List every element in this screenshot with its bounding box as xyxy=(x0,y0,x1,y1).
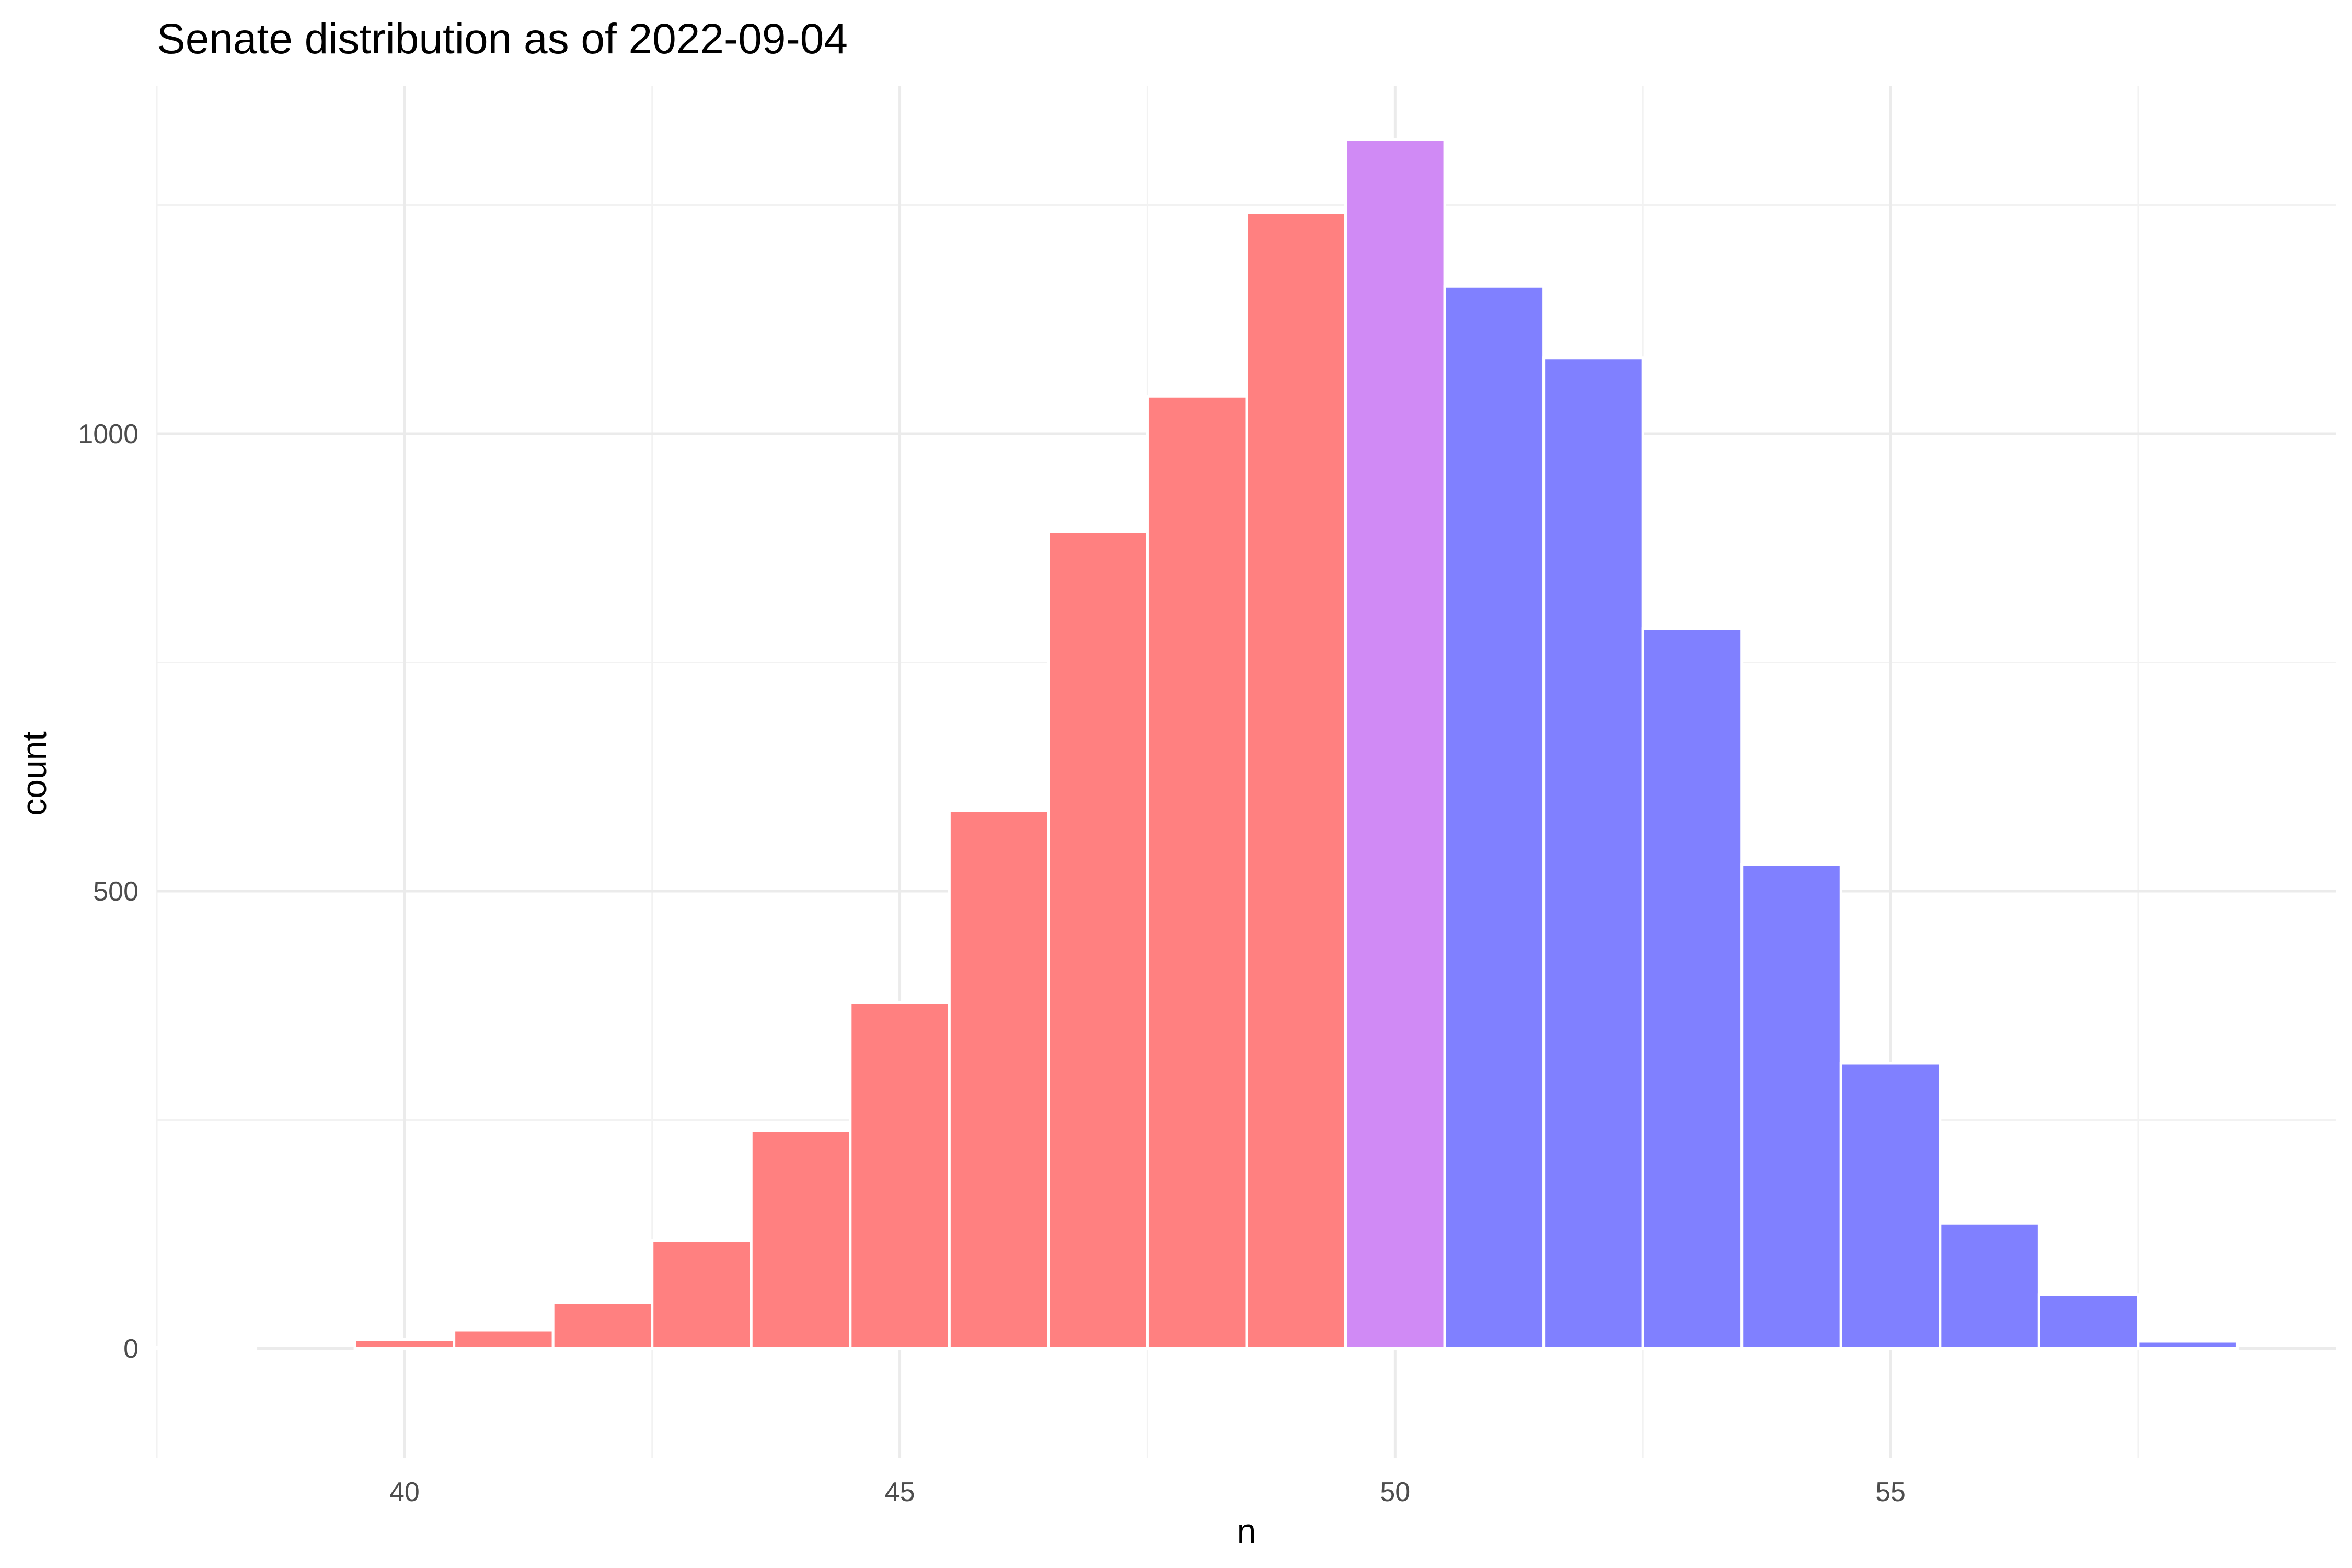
bar-n-42 xyxy=(551,1301,654,1350)
bar-n-45 xyxy=(849,1001,951,1350)
y-tick-label-0: 0 xyxy=(123,1334,139,1364)
bar-n-41 xyxy=(453,1329,555,1350)
x-tick-label-50: 50 xyxy=(1380,1477,1410,1507)
bar-n-53 xyxy=(1641,627,1744,1350)
bar-n-56 xyxy=(1939,1221,2040,1350)
x-axis-ticks: 40 45 50 55 xyxy=(389,1477,1906,1507)
bar-n-43 xyxy=(651,1239,753,1350)
bars xyxy=(155,138,2239,1350)
y-tick-label-1000: 1000 xyxy=(78,419,139,449)
chart-title: Senate distribution as of 2022-09-04 xyxy=(157,15,848,63)
bar-n-40 xyxy=(353,1338,456,1350)
bar-n-44 xyxy=(750,1129,852,1350)
bar-n-47 xyxy=(1047,530,1149,1350)
bar-n-46 xyxy=(948,809,1050,1350)
y-tick-label-500: 500 xyxy=(93,877,139,907)
bar-n-51 xyxy=(1443,285,1546,1350)
x-tick-label-40: 40 xyxy=(389,1477,420,1507)
bar-n-49 xyxy=(1245,211,1347,1350)
bar-n-52 xyxy=(1542,356,1644,1350)
y-axis-title: count xyxy=(15,731,53,815)
x-tick-label-45: 45 xyxy=(885,1477,915,1507)
bar-n-55 xyxy=(1839,1062,1942,1350)
y-axis-ticks: 0 500 1000 xyxy=(78,419,139,1364)
x-axis-title: n xyxy=(1237,1512,1256,1550)
bar-n-38 xyxy=(155,1346,258,1350)
x-tick-label-55: 55 xyxy=(1875,1477,1906,1507)
bar-n-50 xyxy=(1344,138,1446,1350)
bar-n-58 xyxy=(2137,1340,2239,1350)
bar-n-48 xyxy=(1146,395,1248,1350)
bar-n-54 xyxy=(1740,863,1842,1350)
bar-n-57 xyxy=(2037,1293,2140,1350)
